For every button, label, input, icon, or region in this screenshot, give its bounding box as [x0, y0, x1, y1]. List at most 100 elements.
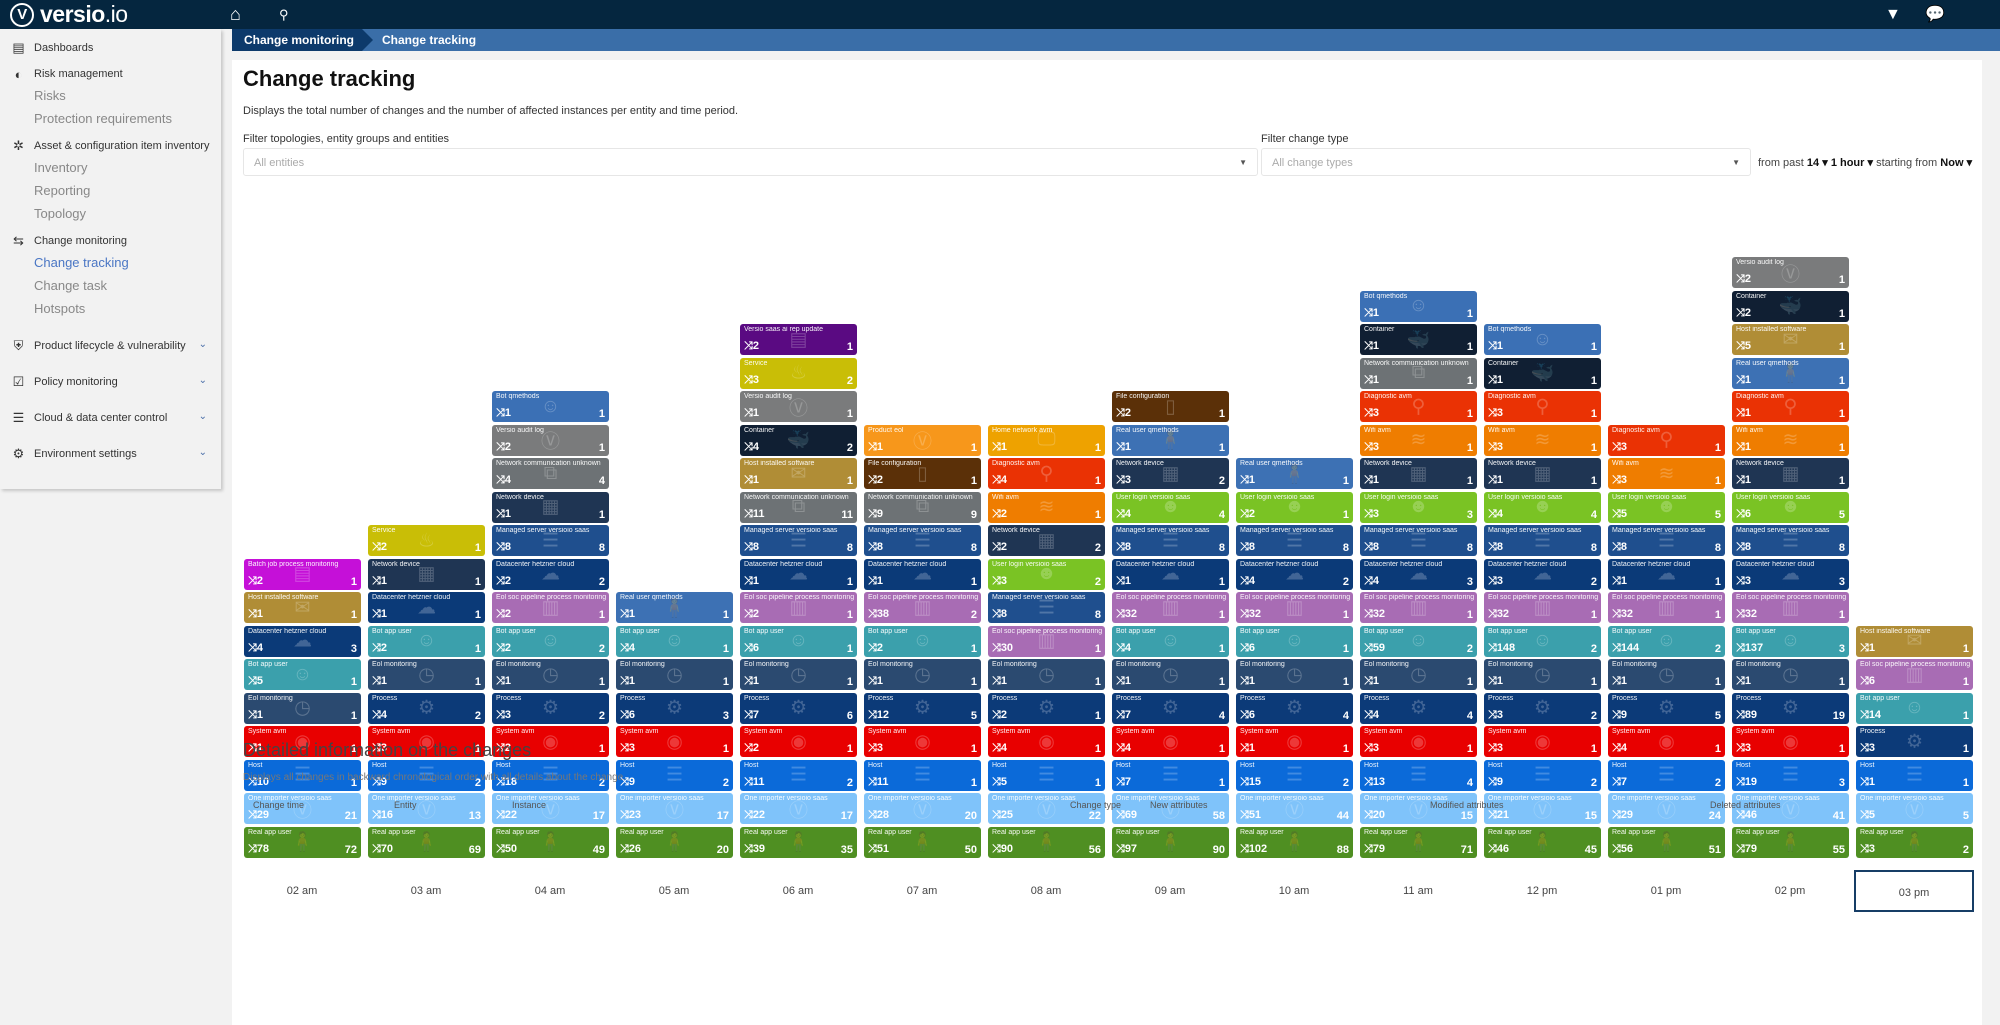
- change-tile[interactable]: ▦ Network device ⤨1 1: [492, 491, 609, 523]
- change-tile[interactable]: ▥ Eol soc pipeline process monitoring ⤨32 1: [1732, 592, 1849, 623]
- change-tile[interactable]: ☰ Managed server versioio saas ⤨8 8: [1236, 525, 1353, 556]
- change-tile[interactable]: Ⓥ One importer versioio saas ⤨29 21: [244, 793, 361, 824]
- change-tile[interactable]: ◉ System avm ⤨3 1: [616, 726, 733, 757]
- change-tile[interactable]: Ⓥ One importer versioio saas ⤨20 15: [1360, 793, 1477, 824]
- change-tile[interactable]: ✉ Host installed software ⤨5 1: [1732, 324, 1849, 355]
- change-tile[interactable]: ☺ Bot app user ⤨6 1: [740, 625, 857, 657]
- change-tile[interactable]: ▤ Versio saas ai rep update ⤨2 1: [740, 324, 857, 355]
- chevron-down-icon[interactable]: ⌄: [198, 339, 207, 350]
- change-tile[interactable]: ⚙ Process ⤨6 4: [1236, 692, 1353, 724]
- change-tile[interactable]: ☰ Host ⤨19 3: [1732, 759, 1849, 791]
- sidebar-item-topology[interactable]: Topology: [34, 206, 87, 221]
- change-tile[interactable]: ☰ Host ⤨9 2: [616, 759, 733, 791]
- change-tile[interactable]: ☰ Managed server versioio saas ⤨8 8: [988, 592, 1105, 623]
- hour-button-09-am[interactable]: 09 am: [1154, 885, 1186, 897]
- change-tile[interactable]: ☺ Bot qmethods ⤨1 1: [492, 391, 609, 422]
- change-tile[interactable]: ▥ Eol soc pipeline process monitoring ⤨32 1: [1236, 592, 1353, 623]
- change-tile[interactable]: 🧍 Real app user ⤨90 56: [988, 826, 1105, 858]
- change-tile[interactable]: Ⓥ One importer versioio saas ⤨29 24: [1608, 793, 1725, 824]
- change-tile[interactable]: ▥ Eol soc pipeline process monitoring ⤨30 1: [988, 625, 1105, 657]
- change-tile[interactable]: Ⓥ Product eol ⤨1 1: [864, 424, 981, 456]
- sidebar-section-cloud-data-center-control[interactable]: ☰ Cloud & data center control ⌄: [0, 408, 221, 428]
- change-tile[interactable]: ♨ Service ⤨3 2: [740, 357, 857, 389]
- hour-button-04-am[interactable]: 04 am: [534, 885, 566, 897]
- sidebar-section-product-lifecycle-vulnerability[interactable]: ⛨ Product lifecycle & vulnerability ⌄: [0, 336, 221, 356]
- change-tile[interactable]: ☰ Managed server versioio saas ⤨8 8: [1484, 525, 1601, 556]
- change-tile[interactable]: ▦ Network device ⤨2 2: [988, 525, 1105, 556]
- hour-button-12-pm[interactable]: 12 pm: [1526, 885, 1558, 897]
- change-tile[interactable]: ☺ Bot app user ⤨4 1: [616, 625, 733, 657]
- change-tile[interactable]: ▦ Network device ⤨1 1: [1732, 458, 1849, 489]
- change-tile[interactable]: 🧍 Real app user ⤨50 49: [492, 826, 609, 858]
- change-tile[interactable]: ◷ Eol monitoring ⤨1 1: [1360, 659, 1477, 690]
- change-tile[interactable]: ▦ Network device ⤨1 1: [368, 558, 485, 590]
- change-tile[interactable]: ⚙ Process ⤨7 4: [1112, 692, 1229, 724]
- sidebar-section-risk-management[interactable]: ◐ Risk management: [0, 64, 221, 84]
- change-tile[interactable]: Ⓥ Versio audit log ⤨2 1: [492, 424, 609, 456]
- sidebar-section-dashboards[interactable]: ▤ Dashboards: [0, 38, 221, 58]
- change-tile[interactable]: ☺ Bot qmethods ⤨1 1: [1360, 290, 1477, 322]
- sidebar-item-change-tracking[interactable]: Change tracking: [34, 255, 129, 270]
- hour-button-02-am[interactable]: 02 am: [286, 885, 318, 897]
- change-tile[interactable]: ⚲ Diagnostic avm ⤨3 1: [1484, 391, 1601, 422]
- change-tile[interactable]: Ⓥ One importer versioio saas ⤨25 22: [988, 793, 1105, 824]
- change-tile[interactable]: ▥ Eol soc pipeline process monitoring ⤨2 1: [740, 592, 857, 623]
- change-tile[interactable]: ☁ Datacenter hetzner cloud ⤨4 3: [244, 625, 361, 657]
- change-tile[interactable]: ☰ Host ⤨11 1: [864, 759, 981, 791]
- change-tile[interactable]: ☺ Bot app user ⤨59 2: [1360, 625, 1477, 657]
- change-tile[interactable]: ☁ Datacenter hetzner cloud ⤨3 3: [1732, 558, 1849, 590]
- change-tile[interactable]: ⚲ Diagnostic avm ⤨1 1: [1732, 391, 1849, 422]
- change-tile[interactable]: ▦ Network device ⤨1 1: [1484, 458, 1601, 489]
- sidebar-item-risks[interactable]: Risks: [34, 88, 66, 103]
- change-tile[interactable]: ☺ Bot app user ⤨5 1: [244, 659, 361, 690]
- change-tile[interactable]: Ⓥ One importer versioio saas ⤨46 41: [1732, 793, 1849, 824]
- change-tile[interactable]: ☰ Host ⤨13 4: [1360, 759, 1477, 791]
- change-tile[interactable]: ⚙ Process ⤨3 2: [1484, 692, 1601, 724]
- change-tile[interactable]: 🧍 Real user qmethods ⤨1 1: [1732, 357, 1849, 389]
- breadcrumb-change-tracking[interactable]: Change tracking: [382, 33, 477, 47]
- change-tile[interactable]: Ⓥ One importer versioio saas ⤨51 44: [1236, 793, 1353, 824]
- change-tile[interactable]: ◷ Eol monitoring ⤨1 1: [988, 659, 1105, 690]
- change-tile[interactable]: ◷ Eol monitoring ⤨1 1: [1732, 659, 1849, 690]
- change-tile[interactable]: ☁ Datacenter hetzner cloud ⤨4 3: [1360, 558, 1477, 590]
- hour-button-03-am[interactable]: 03 am: [410, 885, 442, 897]
- change-tile[interactable]: ☰ Host ⤨15 2: [1236, 759, 1353, 791]
- change-tile[interactable]: ◷ Eol monitoring ⤨1 1: [1484, 659, 1601, 690]
- change-tile[interactable]: ☁ Datacenter hetzner cloud ⤨4 2: [1236, 558, 1353, 590]
- change-tile[interactable]: ⚙ Process ⤨3 1: [1856, 726, 1973, 757]
- change-tile[interactable]: ☺ Bot app user ⤨2 2: [492, 625, 609, 657]
- change-tile[interactable]: ◉ System avm ⤨4 1: [988, 726, 1105, 757]
- sidebar-item-protection-requirements[interactable]: Protection requirements: [34, 111, 173, 126]
- sidebar-item-hotspots[interactable]: Hotspots: [34, 301, 86, 316]
- change-type-filter-select[interactable]: All change types ▼: [1261, 148, 1751, 176]
- change-tile[interactable]: ▦ Network device ⤨1 1: [1360, 458, 1477, 489]
- chevron-down-icon[interactable]: ⌄: [198, 411, 207, 422]
- change-tile[interactable]: ☻ User login versioio saas ⤨4 4: [1112, 491, 1229, 523]
- hour-button-01-pm[interactable]: 01 pm: [1650, 885, 1682, 897]
- change-tile[interactable]: ◉ System avm ⤨3 1: [1484, 726, 1601, 757]
- sidebar-section-policy-monitoring[interactable]: ☑ Policy monitoring ⌄: [0, 372, 221, 392]
- change-tile[interactable]: ⚙ Process ⤨12 5: [864, 692, 981, 724]
- change-tile[interactable]: 🧍 Real app user ⤨56 51: [1608, 826, 1725, 858]
- home-icon[interactable]: ⌂: [230, 4, 241, 24]
- change-tile[interactable]: Ⓥ One importer versioio saas ⤨69 58: [1112, 793, 1229, 824]
- change-tile[interactable]: 🐳 Container ⤨4 2: [740, 424, 857, 456]
- hour-button-02-pm[interactable]: 02 pm: [1774, 885, 1806, 897]
- change-tile[interactable]: ⧉ Network communication unknown ⤨1 1: [1360, 357, 1477, 389]
- versio-logo[interactable]: V versio .io: [10, 1, 128, 27]
- change-tile[interactable]: ◷ Eol monitoring ⤨1 1: [616, 659, 733, 690]
- change-tile[interactable]: 🐳 Container ⤨1 1: [1484, 357, 1601, 389]
- change-tile[interactable]: ⧉ Network communication unknown ⤨11 11: [740, 491, 857, 523]
- hour-button-05-am[interactable]: 05 am: [658, 885, 690, 897]
- change-tile[interactable]: ▯ File configuration ⤨2 1: [1112, 391, 1229, 422]
- sidebar-section-environment-settings[interactable]: ⚙ Environment settings ⌄: [0, 444, 221, 464]
- change-tile[interactable]: ◷ Eol monitoring ⤨1 1: [740, 659, 857, 690]
- change-tile[interactable]: ☰ Managed server versioio saas ⤨8 8: [740, 525, 857, 556]
- change-tile[interactable]: ⚙ Process ⤨2 1: [988, 692, 1105, 724]
- change-tile[interactable]: ☰ Host ⤨7 2: [1608, 759, 1725, 791]
- change-tile[interactable]: ☁ Datacenter hetzner cloud ⤨1 1: [740, 558, 857, 590]
- change-tile[interactable]: ◷ Eol monitoring ⤨1 1: [244, 692, 361, 724]
- change-tile[interactable]: ◉ System avm ⤨3 1: [864, 726, 981, 757]
- change-tile[interactable]: ⚙ Process ⤨89 19: [1732, 692, 1849, 724]
- change-tile[interactable]: ☰ Managed server versioio saas ⤨8 8: [864, 525, 981, 556]
